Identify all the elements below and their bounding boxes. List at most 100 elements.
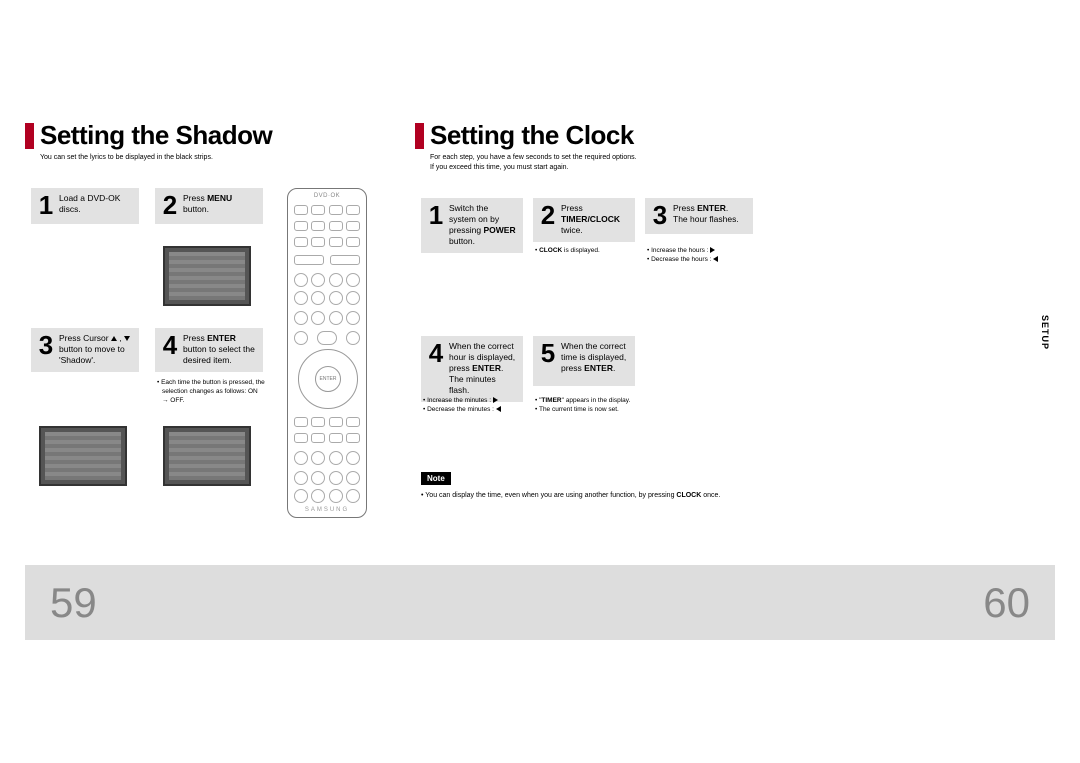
step-3-notes: Increase the hours : Decrease the hours … <box>647 246 757 264</box>
screenshot-thumb <box>163 246 251 306</box>
remote-label: DVD·OK <box>314 193 340 199</box>
note-item: Decrease the minutes : <box>423 405 523 414</box>
right-page: Setting the Clock For each step, you hav… <box>415 120 1055 540</box>
remote-button <box>294 221 308 231</box>
remote-button <box>294 471 308 485</box>
step-number: 4 <box>161 333 179 357</box>
setup-tab: SETUP <box>1040 315 1050 350</box>
remote-button <box>329 417 343 427</box>
step-number: 5 <box>539 341 557 365</box>
remote-button <box>329 471 343 485</box>
step-4: 4 When the correct hour is displayed, pr… <box>421 336 523 402</box>
remote-button <box>294 433 308 443</box>
remote-button <box>329 273 343 287</box>
step-number: 3 <box>651 203 669 227</box>
remote-button <box>294 417 308 427</box>
remote-button <box>294 311 308 325</box>
remote-dpad <box>298 349 358 409</box>
step-text: Press ENTER button to select the desired… <box>183 333 257 366</box>
remote-button <box>294 451 308 465</box>
remote-button <box>317 331 337 345</box>
remote-brand: SAMSUNG <box>288 507 366 513</box>
note-item: Decrease the hours : <box>647 255 757 264</box>
remote-button <box>311 311 325 325</box>
step-4: 4 Press ENTER button to select the desir… <box>155 328 263 372</box>
step-1: 1 Switch the system on by pressing POWER… <box>421 198 523 253</box>
step-text: When the correct time is displayed, pres… <box>561 341 629 374</box>
remote-button <box>294 255 324 265</box>
step-4-notes: Increase the minutes : Decrease the minu… <box>423 396 523 414</box>
page-number-right: 60 <box>983 579 1030 627</box>
remote-button <box>346 221 360 231</box>
step-number: 3 <box>37 333 55 357</box>
heading-row: Setting the Shadow <box>25 120 405 151</box>
step-text: Press TIMER/CLOCK twice. <box>561 203 629 236</box>
step-5: 5 When the correct time is displayed, pr… <box>533 336 635 386</box>
subtitle-line: For each step, you have a few seconds to… <box>430 154 637 161</box>
remote-button <box>329 205 343 215</box>
remote-button <box>329 311 343 325</box>
content-area: Setting the Shadow You can set the lyric… <box>25 120 1055 540</box>
step-2-notes: CLOCK is displayed. <box>535 246 635 255</box>
step-2: 2 Press TIMER/CLOCK twice. <box>533 198 635 242</box>
step-3: 3 Press ENTER.The hour flashes. <box>645 198 753 234</box>
note-section: Note • You can display the time, even wh… <box>421 468 720 499</box>
remote-button <box>346 433 360 443</box>
remote-button <box>329 237 343 247</box>
step-number: 4 <box>427 341 445 365</box>
remote-button <box>346 489 360 503</box>
remote-button <box>330 255 360 265</box>
remote-button <box>329 433 343 443</box>
remote-button <box>346 205 360 215</box>
final-note-text: You can display the time, even when you … <box>425 492 720 499</box>
step-1: 1 Load a DVD-OK discs. <box>31 188 139 224</box>
note-item: CLOCK is displayed. <box>535 246 635 255</box>
remote-button <box>346 417 360 427</box>
remote-button <box>294 237 308 247</box>
screenshot-thumb <box>163 426 251 486</box>
heading-row: Setting the Clock <box>415 120 1055 151</box>
remote-button <box>294 331 308 345</box>
step-5-notes: "TIMER" appears in the display. The curr… <box>535 396 655 414</box>
subtitle-line: If you exceed this time, you must start … <box>430 164 569 171</box>
remote-button <box>346 273 360 287</box>
remote-button <box>294 291 308 305</box>
remote-button <box>311 489 325 503</box>
screenshot-thumb <box>39 426 127 486</box>
remote-button <box>329 291 343 305</box>
step-3: 3 Press Cursor , button to move to 'Shad… <box>31 328 139 372</box>
step-text: Press Cursor , button to move to 'Shadow… <box>59 333 133 366</box>
note-item: Each time the button is pressed, the sel… <box>157 378 265 405</box>
subtitle: For each step, you have a few seconds to… <box>430 153 1055 173</box>
subtitle: You can set the lyrics to be displayed i… <box>40 153 405 163</box>
page-number-left: 59 <box>50 579 97 627</box>
remote-button <box>311 221 325 231</box>
step-text: Press ENTER.The hour flashes. <box>673 203 747 225</box>
remote-button <box>329 451 343 465</box>
remote-button <box>311 471 325 485</box>
note-item: Increase the hours : <box>647 246 757 255</box>
step-number: 2 <box>161 193 179 217</box>
manual-spread: Setting the Shadow You can set the lyric… <box>25 120 1055 660</box>
step-4-notes: Each time the button is pressed, the sel… <box>157 378 265 405</box>
remote-button <box>311 417 325 427</box>
page-footer: 59 60 <box>25 565 1055 640</box>
remote-button <box>346 237 360 247</box>
remote-button <box>346 451 360 465</box>
step-text: Press MENU button. <box>183 193 257 215</box>
remote-button <box>346 291 360 305</box>
note-item: Increase the minutes : <box>423 396 523 405</box>
remote-button <box>329 489 343 503</box>
remote-button <box>311 291 325 305</box>
left-page: Setting the Shadow You can set the lyric… <box>25 120 405 540</box>
remote-button <box>311 273 325 287</box>
step-number: 2 <box>539 203 557 227</box>
step-number: 1 <box>427 203 445 227</box>
remote-button <box>311 451 325 465</box>
remote-button <box>346 311 360 325</box>
final-note: • You can display the time, even when yo… <box>421 492 720 499</box>
remote-button <box>346 471 360 485</box>
remote-button <box>294 273 308 287</box>
remote-illustration: DVD·OK <box>287 188 367 518</box>
remote-button <box>311 205 325 215</box>
